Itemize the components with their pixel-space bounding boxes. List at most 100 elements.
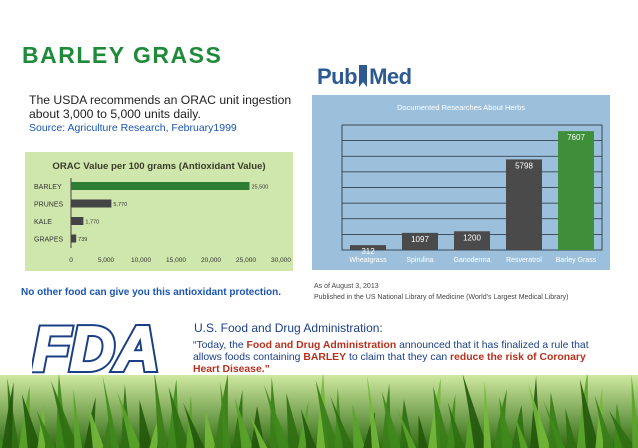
grass-blade: [315, 380, 339, 448]
grass-illustration: [0, 371, 638, 448]
orac-chart-title: ORAC Value per 100 grams (Antioxidant Va…: [52, 161, 266, 172]
pubmed-logo-pub: Pub: [317, 64, 358, 89]
orac-category-label: BARLEY: [34, 184, 62, 191]
orac-x-tick: 30,000: [271, 257, 291, 264]
orac-category-label: KALE: [34, 219, 52, 226]
grass-blade: [1, 382, 14, 448]
grass-blade: [117, 392, 142, 448]
grass-blade: [264, 385, 291, 448]
orac-chart: ORAC Value per 100 grams (Antioxidant Va…: [25, 152, 293, 271]
orac-bar: [71, 217, 84, 225]
herbs-category-label: Barley Grass: [556, 257, 597, 264]
herbs-value-label: 1097: [411, 235, 429, 244]
fda-quote-part: “Today, the: [193, 340, 247, 351]
grass-blade: [73, 389, 83, 448]
grass-blade: [418, 415, 428, 448]
grass-blade: [565, 408, 577, 448]
grass-blade: [513, 413, 528, 448]
orac-category-label: PRUNES: [34, 202, 64, 209]
herbs-value-label: 312: [361, 247, 375, 256]
orac-x-tick: 15,000: [166, 257, 186, 264]
grass-blade: [433, 386, 451, 448]
pubmed-logo: Pub Med: [317, 64, 412, 90]
page-title: BARLEY GRASS: [22, 42, 223, 68]
grass-blade: [300, 409, 317, 448]
fda-logo-text-inner: FDA: [32, 318, 159, 376]
grass-blade: [21, 394, 42, 448]
herbs-bar: [350, 245, 386, 250]
herbs-category-label: Ganoderma: [454, 257, 491, 264]
herbs-chart: Documented Researches About Herbs 312 Whe…: [312, 95, 610, 270]
grass-blade: [88, 405, 105, 448]
herbs-bar: [506, 159, 542, 250]
usda-recommendation: The USDA recommends an ORAC unit ingesti…: [29, 93, 292, 121]
fda-quote: “Today, the Food and Drug Administration…: [193, 340, 613, 375]
orac-x-tick: 0: [69, 257, 73, 264]
fda-heading: U.S. Food and Drug Administration:: [194, 321, 383, 335]
bookmark-icon: [358, 65, 368, 87]
herbs-value-label: 5798: [515, 161, 533, 170]
herbs-as-of-date: As of August 3, 2013: [314, 283, 379, 290]
orac-bar: [71, 182, 250, 190]
grass-blade: [381, 391, 402, 448]
orac-value-label: 5,770: [113, 202, 127, 208]
orac-x-tick: 25,000: [236, 257, 256, 264]
grass-blade: [609, 411, 636, 448]
orac-x-tick: 5,000: [98, 257, 115, 264]
grass-blade: [36, 410, 56, 448]
fda-quote-agency: Food and Drug Administration: [246, 340, 397, 351]
grass-blade: [204, 411, 217, 448]
grass-blade: [154, 371, 168, 448]
fda-logo-text: FDA: [32, 318, 159, 376]
fda-quote-part: to claim that they can: [346, 351, 451, 363]
orac-bar: [71, 234, 77, 243]
grass-blade: [447, 402, 465, 448]
grass-blade: [51, 381, 79, 448]
grass-blade: [367, 375, 380, 448]
herbs-category-label: Resveratrol: [506, 257, 542, 264]
grass-blade: [483, 381, 492, 448]
fda-quote-part: announced that it has finalized a rule t…: [193, 340, 589, 363]
grass-blade: [579, 379, 600, 448]
grass-blade: [594, 395, 614, 448]
herbs-bar: [558, 131, 594, 250]
no-other-food-note: No other food can give you this antioxid…: [21, 287, 282, 298]
grass-blade: [499, 397, 514, 448]
orac-x-tick: 10,000: [131, 257, 151, 264]
herbs-category-label: Spirulina: [406, 257, 433, 264]
orac-category-label: GRAPES: [34, 237, 64, 244]
herbs-value-label: 7607: [567, 133, 585, 142]
fda-logo: FDA FDA: [29, 312, 182, 387]
usda-source: Source: Agriculture Research, February19…: [29, 122, 237, 134]
grass-blade: [528, 384, 551, 448]
grass-blade: [286, 393, 302, 448]
grass-banner-image: [0, 371, 638, 448]
orac-value-label: 739: [78, 237, 87, 243]
grass-blade: [220, 382, 231, 448]
fda-quote-barley: BARLEY: [303, 351, 347, 363]
grass-blade: [446, 394, 456, 448]
herbs-bar: [454, 231, 490, 250]
orac-value-label: 25,500: [252, 185, 269, 191]
herbs-chart-title: Documented Researches About Herbs: [397, 103, 525, 112]
grass-blade: [234, 398, 254, 448]
herbs-category-label: Wheatgrass: [349, 257, 387, 264]
orac-chart-svg: BARLEY 25,500 PRUNES 5,770 KALE 1,770 GRAPES 73…: [34, 178, 291, 264]
pubmed-logo-med: Med: [369, 64, 412, 89]
herbs-value-label: 1200: [463, 233, 481, 242]
orac-x-tick: 20,000: [201, 257, 221, 264]
grass-blade: [396, 407, 417, 448]
herbs-published-note: Published in the US National Library of …: [314, 294, 569, 301]
grass-blade: [631, 374, 638, 448]
grass-blade: [352, 404, 365, 448]
grass-blade: [183, 403, 205, 448]
orac-bar: [71, 199, 112, 208]
grass-blade: [139, 400, 153, 448]
grass-blade: [249, 414, 268, 448]
grass-blade: [543, 400, 566, 448]
grass-blade: [462, 373, 488, 448]
herbs-bar: [402, 232, 438, 250]
grass-blade: [102, 376, 120, 448]
grass-blade: [330, 396, 354, 448]
